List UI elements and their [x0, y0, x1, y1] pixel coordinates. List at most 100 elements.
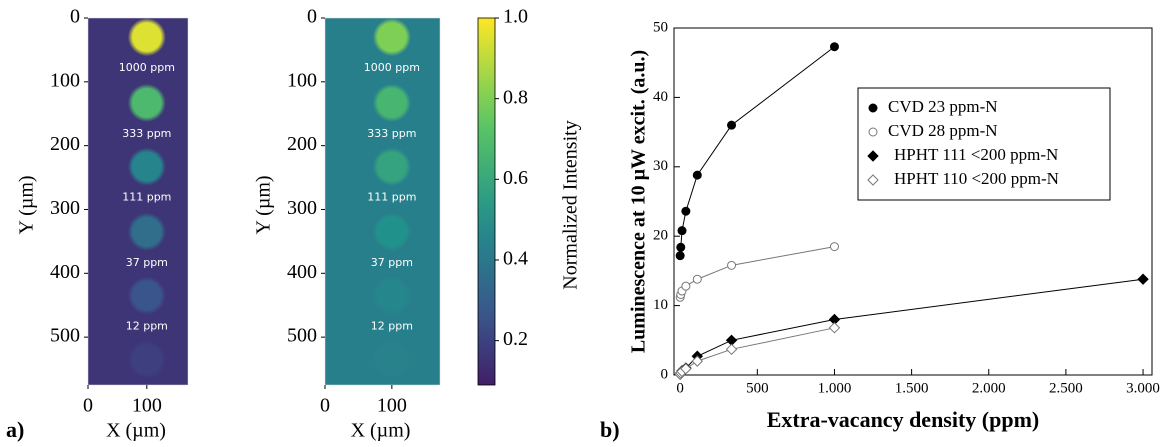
spot — [127, 147, 166, 186]
x-tick-label: 0 — [320, 395, 330, 417]
spot-label: 111 ppm — [122, 191, 171, 204]
legend-label: CVD 23 ppm-N — [888, 97, 998, 116]
spot-label: 4 ppm — [374, 383, 409, 396]
point — [727, 260, 737, 270]
x-tick-label: 1.000 — [818, 380, 852, 396]
colorbar-tick-label: 0.4 — [503, 248, 528, 270]
x-tick-label: 3.000 — [1126, 380, 1160, 396]
y-axis-label: Y (µm) — [253, 175, 275, 234]
plot-frame — [87, 17, 189, 386]
x-tick-label: 100 — [132, 395, 162, 417]
legend-label: CVD 28 ppm-N — [888, 121, 998, 140]
y-tick-label: 10 — [653, 297, 668, 313]
x-tick-label: 2.500 — [1049, 380, 1083, 396]
point — [829, 242, 839, 252]
panel-label: a) — [6, 417, 24, 442]
x-tick-label: 500 — [746, 380, 769, 396]
point — [692, 170, 702, 180]
x-tick-label: 2.000 — [972, 380, 1006, 396]
legend-marker — [867, 150, 879, 162]
point — [676, 242, 686, 252]
spot — [372, 340, 411, 379]
spot — [372, 83, 411, 122]
colorbar-tick-label: 0.2 — [503, 328, 528, 350]
point — [675, 251, 685, 261]
legend-label: HPHT 111 <200 ppm-N — [894, 145, 1058, 164]
plot-frame — [673, 27, 1153, 376]
spot — [372, 212, 411, 251]
point — [681, 281, 691, 291]
x-axis-label: X (µm) — [351, 420, 411, 442]
y-tick-label: 500 — [50, 325, 80, 347]
spot-label: 12 ppm — [126, 320, 168, 333]
image-background — [88, 18, 188, 385]
y-tick-label: 40 — [653, 89, 668, 105]
y-tick-label: 400 — [50, 261, 80, 283]
y-tick-label: 100 — [287, 69, 317, 91]
legend-marker — [868, 103, 878, 113]
x-tick-label: 1.500 — [895, 380, 929, 396]
spot-label: 12 ppm — [371, 320, 413, 333]
x-tick-label: 0 — [676, 380, 684, 396]
spot-label: 1000 ppm — [364, 61, 420, 74]
y-tick-label: 200 — [287, 133, 317, 155]
y-tick-label: 50 — [653, 19, 668, 35]
fit-line — [679, 246, 835, 298]
point — [692, 274, 702, 284]
y-tick-label: 0 — [661, 366, 669, 382]
y-tick-label: 300 — [287, 197, 317, 219]
y-tick-label: 0 — [70, 6, 80, 28]
y-tick-label: 20 — [653, 228, 668, 244]
spot-label: 333 ppm — [122, 127, 171, 140]
spot-label: 37 ppm — [371, 256, 413, 269]
spot — [372, 18, 411, 57]
point — [1137, 273, 1149, 285]
spot-label: 333 ppm — [367, 127, 416, 140]
colorbar-tick-label: 1.0 — [503, 6, 528, 28]
colorbar-label: Normalized Intensity — [560, 120, 582, 289]
image-background — [325, 18, 440, 385]
spot — [127, 18, 166, 57]
legend-marker — [868, 127, 878, 137]
spot — [372, 147, 411, 186]
spot — [127, 340, 166, 379]
spot — [127, 276, 166, 315]
point — [681, 206, 691, 216]
y-tick-label: 400 — [287, 261, 317, 283]
fit-line — [679, 278, 1144, 375]
plot-frame — [324, 17, 441, 386]
point — [828, 322, 841, 334]
point — [691, 355, 704, 367]
y-tick-label: 200 — [50, 133, 80, 155]
x-axis-label: Extra-vacancy density (ppm) — [767, 407, 1040, 432]
spot-label: 37 ppm — [126, 256, 168, 269]
spot — [372, 276, 411, 315]
legend-box — [857, 87, 1111, 201]
spot-label: 111 ppm — [367, 191, 416, 204]
fit-line — [679, 46, 835, 256]
y-tick-label: 0 — [307, 6, 317, 28]
x-tick-label: 0 — [83, 395, 93, 417]
colorbar — [477, 17, 496, 386]
spot — [127, 212, 166, 251]
y-axis-label: Y (µm) — [16, 175, 38, 234]
x-tick-label: 100 — [377, 395, 407, 417]
spot-label: 4 ppm — [129, 383, 164, 396]
y-tick-label: 30 — [653, 158, 668, 174]
point — [677, 226, 687, 236]
spot-label: 1000 ppm — [119, 61, 175, 74]
colorbar-tick-label: 0.8 — [503, 86, 528, 108]
y-tick-label: 100 — [50, 69, 80, 91]
point — [727, 120, 737, 130]
panel-label: b) — [600, 417, 620, 442]
legend-label: HPHT 110 <200 ppm-N — [894, 169, 1059, 188]
y-tick-label: 500 — [287, 325, 317, 347]
legend-marker — [867, 174, 879, 186]
x-axis-label: X (µm) — [106, 420, 166, 442]
y-axis-label: Luminescence at 10 µW excit. (a.u.) — [628, 50, 650, 353]
point — [829, 42, 839, 52]
y-tick-label: 300 — [50, 197, 80, 219]
point — [680, 363, 692, 375]
spot — [127, 83, 166, 122]
